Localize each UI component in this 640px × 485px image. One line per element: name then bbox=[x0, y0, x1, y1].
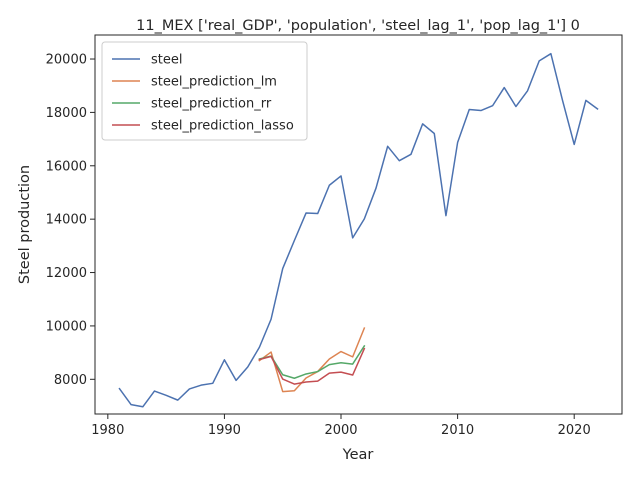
y-tick-label: 14000 bbox=[46, 213, 87, 228]
x-tick-label: 1990 bbox=[208, 423, 241, 438]
y-tick-label: 18000 bbox=[46, 106, 87, 121]
legend-label-steel: steel bbox=[151, 53, 182, 68]
plot-frame bbox=[94, 34, 623, 415]
y-tick-label: 20000 bbox=[46, 53, 87, 68]
chart-title: 11_MEX ['real_GDP', 'population', 'steel… bbox=[136, 18, 580, 34]
legend-label-steel_prediction_lm: steel_prediction_lm bbox=[151, 75, 277, 90]
series-line-steel_prediction_lm bbox=[258, 327, 366, 393]
x-tick-label: 2000 bbox=[324, 423, 357, 438]
y-tick-label: 12000 bbox=[46, 266, 87, 281]
x-tick-label: 2020 bbox=[558, 423, 591, 438]
y-axis-label: Steel production bbox=[17, 165, 33, 284]
series-line-steel_prediction_lasso bbox=[258, 347, 366, 385]
x-axis-label: Year bbox=[342, 447, 374, 463]
legend-frame bbox=[101, 41, 308, 141]
y-tick-label: 8000 bbox=[54, 373, 87, 388]
series-line-steel bbox=[118, 52, 599, 408]
legend-label-steel_prediction_rr: steel_prediction_rr bbox=[151, 97, 272, 112]
tick-layer: 1980 1990 2000 2010 2020 8000 10000 12000 14000 1… bbox=[46, 53, 591, 438]
x-tick-label: 1980 bbox=[91, 423, 124, 438]
legend: steel steel_prediction_lm steel_prediction… bbox=[101, 41, 308, 141]
series-layer bbox=[118, 52, 599, 408]
y-tick-label: 16000 bbox=[46, 159, 87, 174]
y-tick-label: 10000 bbox=[46, 319, 87, 334]
series-line-steel_prediction_rr bbox=[258, 344, 366, 379]
legend-label-steel_prediction_lasso: steel_prediction_lasso bbox=[151, 119, 294, 134]
x-tick-label: 2010 bbox=[441, 423, 474, 438]
